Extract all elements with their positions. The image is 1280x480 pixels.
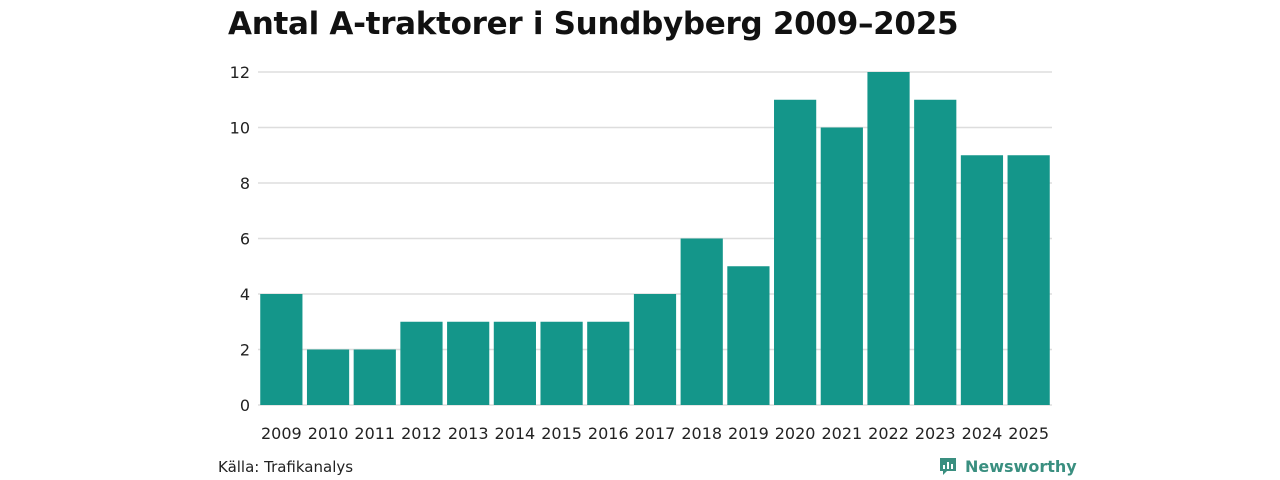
y-tick-label: 8 [240,174,250,193]
y-tick-label: 12 [230,63,250,82]
bar-2020 [774,99,817,405]
y-tick-label: 10 [230,119,250,138]
bar-2017 [633,294,677,405]
bar-2013 [447,321,490,405]
x-tick-label: 2014 [495,424,536,443]
x-tick-label: 2024 [962,424,1003,443]
bar-2022 [867,72,910,405]
newsworthy-logo: Newsworthy [938,456,1077,476]
bar-2009 [260,294,303,405]
x-tick-label: 2020 [775,424,816,443]
x-tick-label: 2013 [448,424,489,443]
x-tick-label: 2012 [401,424,442,443]
x-tick-label: 2022 [868,424,909,443]
x-tick-label: 2019 [728,424,769,443]
x-tick-label: 2017 [635,424,676,443]
bar-2012 [400,321,443,405]
bar-2010 [306,349,350,405]
x-tick-label: 2010 [308,424,349,443]
x-tick-label: 2018 [681,424,722,443]
bar-2011 [353,349,396,405]
x-tick-label: 2009 [261,424,302,443]
bar-2025 [1007,155,1050,405]
bar-2021 [820,127,863,405]
y-tick-label: 6 [240,230,250,249]
bar-2024 [960,155,1004,405]
x-tick-label: 2025 [1008,424,1049,443]
source-note: Källa: Trafikanalys [218,458,354,476]
bar-2015 [540,321,583,405]
bar-2019 [727,266,770,405]
bar-layer [260,72,1050,405]
x-tick-label: 2011 [354,424,395,443]
newsworthy-icon [940,458,956,475]
tick-layer: 0 2 4 6 8 10 12 2009 2010 2011 2012 2013 2014 2015 201… [230,63,1049,443]
brand-name: Newsworthy [965,456,1077,476]
y-tick-label: 0 [240,396,250,415]
bar-2018 [680,238,723,405]
chart-title: Antal A-traktorer i Sundbyberg 2009–2025 [228,6,959,42]
x-tick-label: 2016 [588,424,629,443]
y-tick-label: 4 [240,285,250,304]
bar-2023 [914,99,957,405]
x-tick-label: 2015 [541,424,582,443]
y-tick-label: 2 [240,341,250,360]
bar-2016 [587,321,630,405]
x-tick-label: 2021 [821,424,862,443]
bar-2014 [493,321,536,405]
x-tick-label: 2023 [915,424,956,443]
